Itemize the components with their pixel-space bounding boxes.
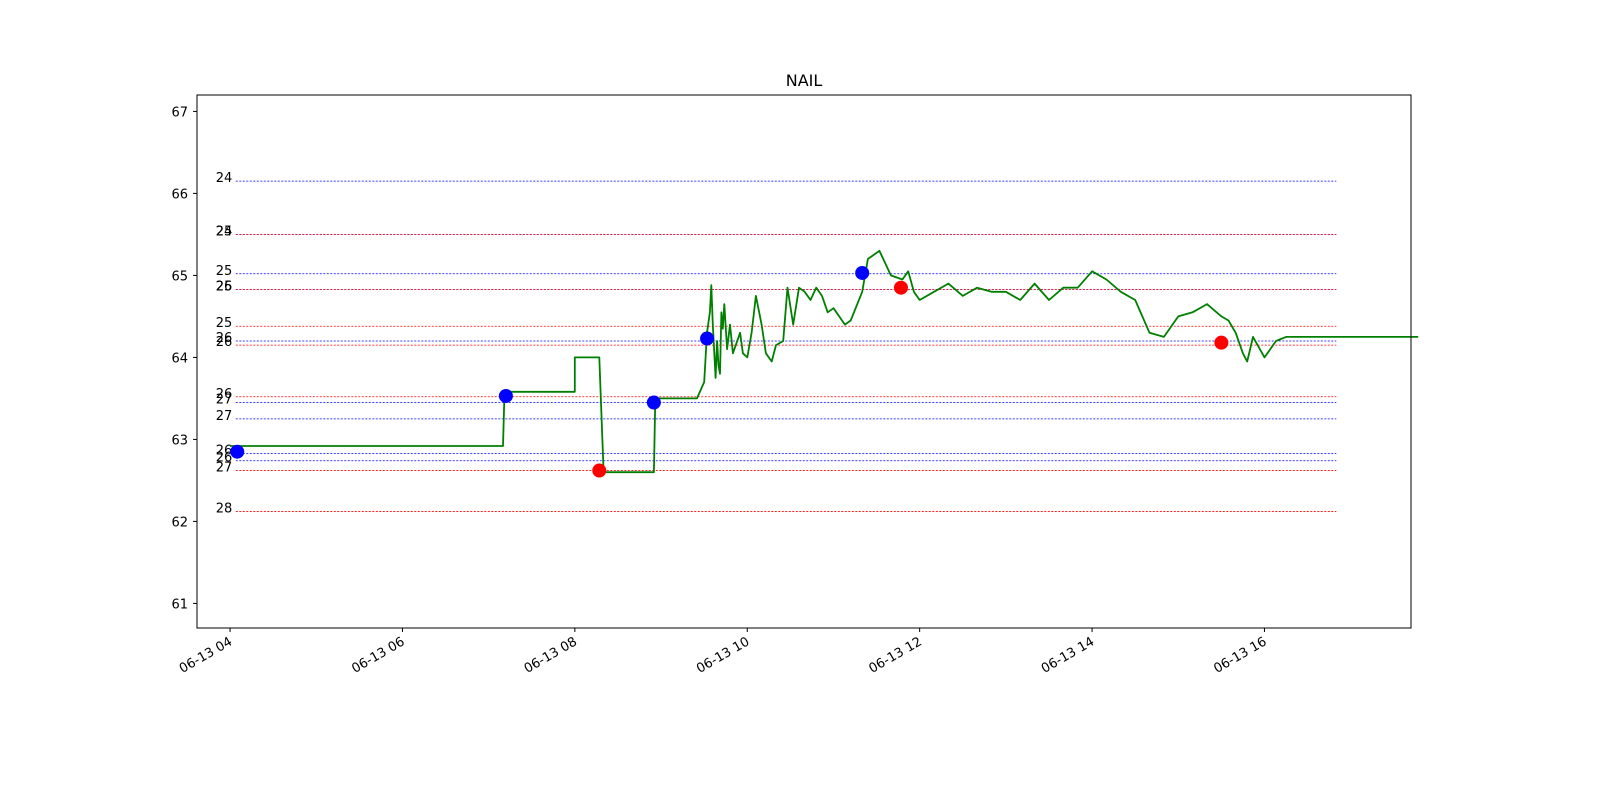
level-label: 27 [216, 393, 233, 408]
chart-title: NAIL [786, 71, 823, 90]
axes-frame [196, 94, 1412, 629]
buy-marker [498, 388, 513, 403]
level-label: 26 [216, 331, 233, 346]
level-label: 24 [216, 224, 233, 239]
level-label: 25 [216, 316, 233, 331]
y-tick-label: 63 [171, 433, 188, 448]
level-label: 28 [216, 502, 233, 517]
y-tick-label: 64 [171, 351, 188, 366]
level-label: 25 [216, 279, 233, 294]
level-label: 27 [216, 409, 233, 424]
y-tick-label: 65 [171, 269, 188, 284]
price-line [230, 249, 1419, 474]
level-label: 26 [216, 279, 233, 294]
buy-marker [230, 444, 245, 459]
level-label: 26 [216, 335, 233, 350]
buy-marker [646, 395, 661, 410]
y-tick-label: 66 [171, 187, 188, 202]
buy-marker [700, 331, 715, 346]
y-tick-label: 67 [171, 105, 188, 120]
sell-marker [893, 280, 908, 295]
buy-marker [855, 265, 870, 280]
level-label: 24 [216, 171, 233, 186]
level-label: 26 [216, 387, 233, 402]
level-label: 25 [216, 264, 233, 279]
level-label: 25 [216, 224, 233, 239]
level-label: 27 [216, 461, 233, 476]
sell-marker [1214, 335, 1229, 350]
sell-marker [592, 463, 607, 478]
y-tick-label: 62 [171, 515, 188, 530]
y-tick-label: 61 [171, 597, 188, 612]
level-label: 26 [216, 451, 233, 466]
level-label: 26 [216, 443, 233, 458]
